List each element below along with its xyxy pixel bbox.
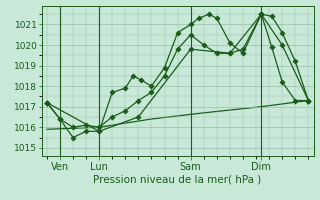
X-axis label: Pression niveau de la mer( hPa ): Pression niveau de la mer( hPa ) [93,174,262,184]
